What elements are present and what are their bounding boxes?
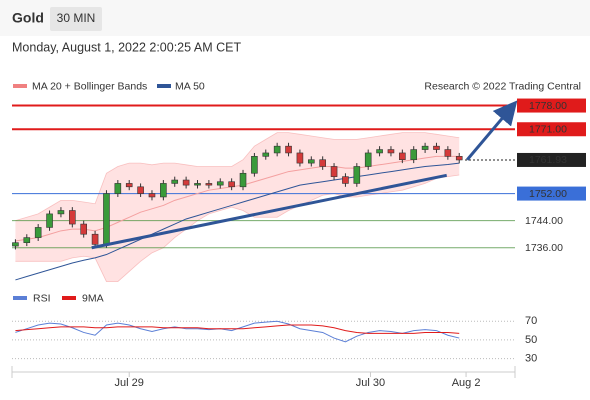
- candle-body: [285, 145, 292, 154]
- candle-body: [399, 152, 406, 161]
- candle-body: [262, 152, 270, 157]
- candle-body: [376, 149, 383, 154]
- legend-label: MA 20 + Bollinger Bands: [32, 80, 147, 92]
- legend-label: 9MA: [82, 292, 104, 304]
- trend-line: [91, 173, 448, 250]
- candle-body: [125, 183, 133, 188]
- candle-body: [23, 237, 31, 243]
- candle-body: [228, 181, 235, 188]
- candle-body: [330, 166, 338, 177]
- candle-body: [160, 183, 167, 198]
- candle-body: [34, 227, 42, 238]
- candle-body: [194, 183, 201, 186]
- x-tick-label: Aug 2: [452, 377, 481, 389]
- candle-body: [114, 183, 122, 194]
- legend-label: MA 50: [175, 80, 205, 92]
- candle-body: [353, 166, 361, 184]
- level-label-box: [517, 122, 586, 137]
- y-tick-label: 70: [525, 315, 537, 327]
- candle-body: [137, 186, 144, 194]
- forecast-arrow: [466, 100, 518, 161]
- level-label-box: [517, 152, 586, 167]
- candle-body: [444, 149, 452, 157]
- y-tick-label: 30: [525, 353, 537, 365]
- rsi-line: [15, 320, 460, 343]
- credit: Research © 2022 Trading Central: [424, 80, 581, 92]
- y-tick-label: 50: [525, 334, 537, 346]
- candle-body: [251, 156, 258, 174]
- candle-body: [12, 242, 19, 247]
- candle-body: [319, 159, 326, 167]
- candle-body: [273, 145, 281, 154]
- legend-swatch: [62, 296, 76, 300]
- interval[interactable]: 30 MIN: [57, 11, 96, 25]
- legend-swatch: [13, 84, 27, 88]
- candle-body: [216, 181, 224, 186]
- level-label: 1771.00: [529, 124, 567, 136]
- candle-body: [182, 179, 190, 186]
- candle-body: [46, 213, 53, 228]
- interval-badge[interactable]: [50, 7, 102, 31]
- level-label: 1736.00: [525, 242, 563, 254]
- candle-body: [171, 179, 179, 184]
- candle-body: [239, 172, 247, 188]
- level-label-box: [517, 186, 586, 201]
- candle-body: [91, 233, 99, 245]
- ma-line: [15, 155, 460, 242]
- ma-line: [15, 162, 460, 281]
- x-tick-label: Jul 30: [356, 377, 385, 389]
- candle-body: [342, 176, 349, 184]
- candle-body: [387, 149, 395, 154]
- level-label: 1752.00: [529, 188, 567, 200]
- legend-swatch: [157, 84, 171, 88]
- timestamp: Monday, August 1, 2022 2:00:25 AM CET: [12, 40, 241, 54]
- candle-body: [205, 183, 213, 186]
- bollinger-fill: [15, 132, 460, 282]
- candle-body: [69, 210, 76, 225]
- rsi-line: [15, 324, 460, 334]
- legend-swatch: [13, 296, 27, 300]
- candle-body: [410, 149, 418, 161]
- bollinger-lower: [15, 174, 460, 283]
- level-label-box: [517, 98, 586, 113]
- symbol: Gold: [12, 10, 44, 26]
- candle-body: [364, 152, 372, 167]
- x-tick-label: Jul 29: [115, 377, 144, 389]
- candle-body: [455, 156, 463, 161]
- candle-body: [148, 193, 156, 198]
- bollinger-upper: [15, 132, 460, 222]
- legend-label: RSI: [33, 292, 51, 304]
- candle-body: [421, 145, 429, 150]
- level-label: 1744.00: [525, 215, 563, 227]
- level-label: 1761.93: [529, 154, 567, 166]
- candle-body: [103, 193, 110, 245]
- candle-body: [307, 159, 315, 164]
- level-label: 1778.00: [529, 100, 567, 112]
- candle-body: [296, 152, 304, 164]
- candle-body: [433, 145, 440, 150]
- candle-body: [80, 223, 87, 235]
- candle-body: [57, 210, 65, 215]
